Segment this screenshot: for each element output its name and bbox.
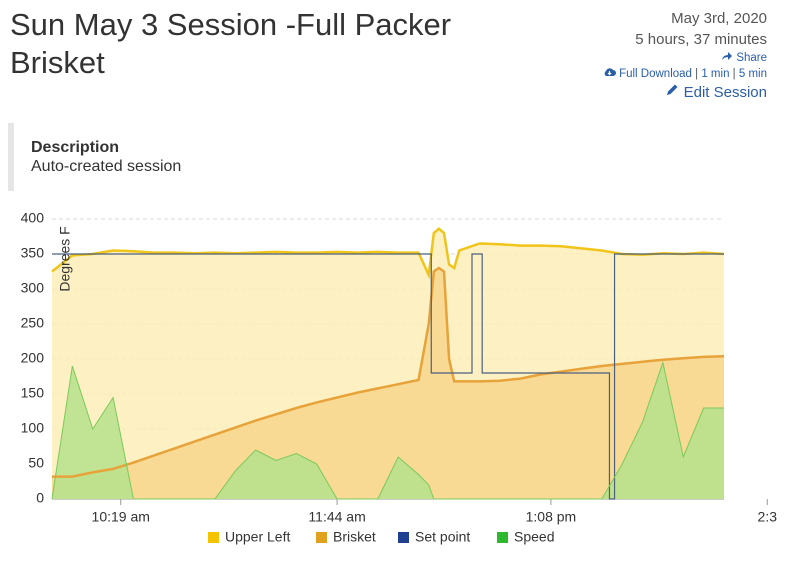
x-tick-label: 10:19 am bbox=[92, 509, 150, 525]
series-line bbox=[52, 266, 725, 478]
legend-label: Set point bbox=[415, 529, 470, 545]
x-tick-label: 11:44 am bbox=[308, 509, 365, 525]
share-row: Share bbox=[603, 50, 767, 66]
five-min-link[interactable]: 5 min bbox=[738, 68, 767, 80]
legend-swatch bbox=[316, 532, 327, 543]
legend-label: Speed bbox=[514, 529, 554, 545]
series-line bbox=[52, 253, 724, 500]
y-tick-label: 0 bbox=[36, 490, 44, 506]
download-row: Full Download | 1 min | 5 min bbox=[603, 66, 767, 82]
edit-row: Edit Session bbox=[603, 82, 767, 104]
y-tick-label: 50 bbox=[28, 455, 44, 471]
series-line bbox=[51, 360, 724, 500]
download-icon bbox=[604, 68, 616, 76]
legend-swatch bbox=[497, 532, 508, 543]
share-icon bbox=[722, 52, 733, 60]
one-min-link[interactable]: 1 min bbox=[701, 68, 730, 80]
session-title: Sun May 3 Session -Full Packer Brisket bbox=[10, 7, 452, 80]
description-box: Description Auto-created session bbox=[8, 123, 431, 191]
legend-swatch bbox=[398, 532, 409, 543]
series-area bbox=[52, 268, 724, 499]
legend-swatch bbox=[208, 532, 219, 543]
legend-label: Upper Left bbox=[225, 529, 290, 545]
separator: | bbox=[695, 68, 699, 80]
y-tick-label: 250 bbox=[21, 315, 45, 331]
share-link[interactable]: Share bbox=[736, 52, 767, 64]
edit-icon bbox=[667, 84, 678, 95]
separator: | bbox=[732, 68, 736, 80]
session-date: May 3rd, 2020 bbox=[671, 10, 767, 27]
y-tick-label: 300 bbox=[21, 280, 45, 296]
y-axis-label: Degrees F bbox=[57, 226, 73, 291]
x-tick-label: 1:08 pm bbox=[526, 509, 577, 525]
y-tick-label: 150 bbox=[21, 385, 45, 401]
session-info: May 3rd, 2020 5 hours, 37 minutes Share … bbox=[603, 8, 767, 104]
edit-session-link[interactable]: Edit Session bbox=[683, 84, 767, 101]
series-area bbox=[52, 362, 724, 499]
chart: 0 50 100 150 200 250 300 350 400 10:19 am 11:44 am… bbox=[21, 210, 778, 545]
description-text: Auto-created session bbox=[31, 158, 182, 175]
description-heading: Description bbox=[31, 139, 120, 156]
y-tick-label: 200 bbox=[21, 350, 45, 366]
y-tick-label: 350 bbox=[21, 245, 45, 261]
y-tick-label: 100 bbox=[21, 420, 45, 436]
session-duration: 5 hours, 37 minutes bbox=[635, 31, 767, 48]
y-tick-label: 400 bbox=[21, 210, 45, 226]
legend-label: Brisket bbox=[333, 529, 376, 545]
x-tick-label: 2:3 bbox=[758, 509, 778, 525]
series-line bbox=[51, 227, 725, 280]
full-download-link[interactable]: Full Download bbox=[619, 68, 692, 80]
